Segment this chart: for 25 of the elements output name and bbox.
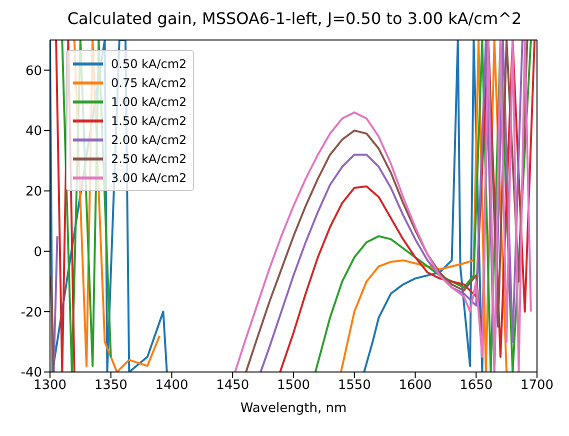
- legend-label: 0.75 kA/cm2: [111, 76, 187, 90]
- x-tick-label: 1700: [520, 378, 554, 394]
- y-tick-label: -20: [20, 305, 42, 320]
- legend-label: 3.00 kA/cm2: [111, 170, 187, 184]
- y-tick-label: 20: [25, 184, 42, 200]
- chart-title: Calculated gain, MSSOA6-1-left, J=0.50 to 3.00 kA/cm^2: [66, 8, 523, 30]
- legend-label: 0.50 kA/cm2: [111, 56, 187, 70]
- y-tick-label: 0: [34, 244, 42, 260]
- x-tick-label: 1350: [94, 378, 128, 394]
- x-axis-title: Wavelength, nm: [240, 401, 347, 416]
- x-tick-label: 1300: [33, 378, 67, 394]
- y-tick-label: -40: [20, 366, 42, 381]
- x-tick-label: 1650: [460, 378, 493, 394]
- x-tick-label: 1450: [216, 378, 250, 394]
- x-tick-label: 1550: [338, 378, 371, 394]
- x-tick-label: 1400: [155, 378, 188, 394]
- legend-label: 2.00 kA/cm2: [111, 132, 187, 146]
- y-tick-label: 60: [25, 64, 42, 79]
- y-tick-label: 40: [25, 124, 42, 140]
- x-tick-label: 1500: [276, 378, 310, 394]
- legend-label: 1.00 kA/cm2: [111, 94, 187, 108]
- legend-label: 2.50 kA/cm2: [111, 152, 187, 166]
- line-series: [234, 40, 532, 372]
- x-tick-label: 1600: [398, 378, 432, 394]
- legend-label: 1.50 kA/cm2: [111, 114, 187, 128]
